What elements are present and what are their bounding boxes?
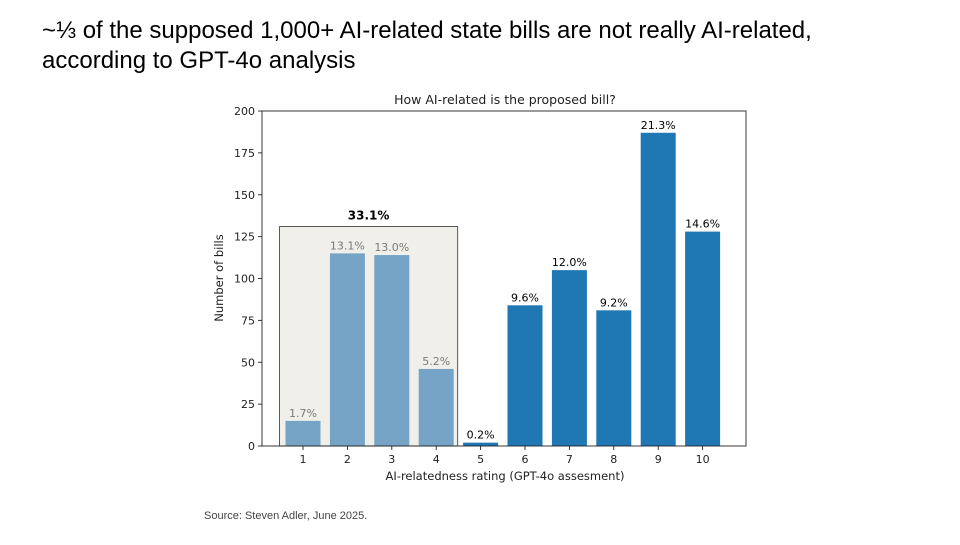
x-tick-label-1: 1 xyxy=(300,453,307,466)
bar-1 xyxy=(285,420,321,446)
x-tick-label-7: 7 xyxy=(566,453,573,466)
x-tick-label-9: 9 xyxy=(655,453,662,466)
data-label-1: 1.7% xyxy=(289,407,317,420)
bar-2 xyxy=(329,253,365,446)
y-tick-label-50: 50 xyxy=(241,356,255,369)
bar-6 xyxy=(507,305,543,446)
data-label-6: 9.6% xyxy=(511,291,539,304)
data-label-7: 12.0% xyxy=(552,256,587,269)
chart-title: How AI-related is the proposed bill? xyxy=(394,92,616,107)
bar-8 xyxy=(596,310,632,446)
data-label-10: 14.6% xyxy=(685,218,720,231)
bar-3 xyxy=(374,255,410,446)
slide-title-line-1: ~⅓ of the supposed 1,000+ AI-related sta… xyxy=(42,17,812,44)
data-label-8: 9.2% xyxy=(600,296,628,309)
y-tick-label-175: 175 xyxy=(234,147,255,160)
y-tick-label-100: 100 xyxy=(234,273,255,286)
y-tick-label-25: 25 xyxy=(241,398,255,411)
data-label-4: 5.2% xyxy=(422,355,450,368)
y-tick-label-0: 0 xyxy=(248,440,255,453)
bar-5 xyxy=(463,442,499,446)
y-tick-label-125: 125 xyxy=(234,231,255,244)
x-tick-label-3: 3 xyxy=(388,453,395,466)
data-label-3: 13.0% xyxy=(374,241,409,254)
y-tick-label-150: 150 xyxy=(234,189,255,202)
bar-9 xyxy=(640,132,676,446)
data-label-9: 21.3% xyxy=(641,119,676,132)
y-tick-label-75: 75 xyxy=(241,314,255,327)
x-tick-label-2: 2 xyxy=(344,453,351,466)
data-label-2: 13.1% xyxy=(330,239,365,252)
y-tick-label-200: 200 xyxy=(234,105,255,118)
slide-title-line-2: according to GPT-4o analysis xyxy=(42,47,356,74)
y-axis-label: Number of bills xyxy=(212,234,226,321)
x-axis-label: AI-relatedness rating (GPT-4o assesment) xyxy=(386,469,625,483)
x-tick-label-10: 10 xyxy=(696,453,710,466)
x-tick-label-4: 4 xyxy=(433,453,440,466)
source-note: Source: Steven Adler, June 2025. xyxy=(204,510,368,522)
highlight-total-label: 33.1% xyxy=(348,209,390,223)
slide-title: ~⅓ of the supposed 1,000+ AI-related sta… xyxy=(42,16,922,76)
x-tick-label-5: 5 xyxy=(477,453,484,466)
x-tick-label-8: 8 xyxy=(610,453,617,466)
bar-7 xyxy=(551,270,587,446)
x-tick-label-6: 6 xyxy=(522,453,529,466)
bar-4 xyxy=(418,368,454,446)
data-label-5: 0.2% xyxy=(467,429,495,442)
bar-10 xyxy=(685,231,721,446)
